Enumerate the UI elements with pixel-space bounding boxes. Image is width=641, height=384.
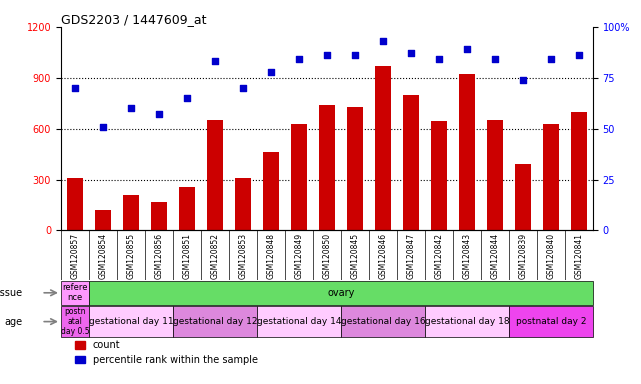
Text: gestational day 12: gestational day 12 (172, 317, 257, 326)
Bar (487, 120, 503, 230)
Point (378, 38, 388, 44)
Bar (571, 112, 587, 230)
Text: GSM120839: GSM120839 (519, 233, 528, 279)
Point (406, 50, 416, 56)
Text: GSM120856: GSM120856 (154, 233, 163, 279)
Text: GSM120846: GSM120846 (378, 233, 387, 279)
Text: gestational day 16: gestational day 16 (340, 317, 425, 326)
Text: age: age (4, 316, 22, 327)
Text: GSM120847: GSM120847 (406, 233, 415, 279)
Point (490, 56, 500, 63)
Bar (207, 120, 222, 230)
Point (462, 46, 472, 52)
FancyBboxPatch shape (89, 281, 593, 305)
Text: GSM120843: GSM120843 (462, 233, 471, 279)
Text: refere
nce: refere nce (62, 283, 88, 303)
Bar (67, 178, 83, 230)
Point (266, 69, 276, 75)
Text: GSM120854: GSM120854 (99, 233, 108, 279)
Point (350, 52, 360, 58)
Point (434, 56, 444, 63)
Text: GSM120848: GSM120848 (267, 233, 276, 279)
FancyBboxPatch shape (61, 306, 89, 337)
Point (98, 124, 108, 130)
Text: GSM120842: GSM120842 (435, 233, 444, 279)
FancyBboxPatch shape (341, 306, 425, 337)
Point (545, 56, 556, 63)
Text: GSM120849: GSM120849 (294, 233, 303, 279)
Bar (347, 107, 363, 230)
Bar (515, 164, 531, 230)
Bar (543, 124, 558, 230)
Text: GSM120850: GSM120850 (322, 233, 331, 279)
Bar (431, 121, 447, 230)
Bar (459, 74, 474, 230)
Text: GSM120840: GSM120840 (546, 233, 555, 279)
Point (574, 52, 584, 58)
Text: tissue: tissue (0, 288, 22, 298)
Bar (403, 95, 419, 230)
Text: gestational day 11: gestational day 11 (88, 317, 173, 326)
Point (210, 58, 220, 65)
FancyBboxPatch shape (257, 306, 341, 337)
Bar (96, 210, 111, 230)
Text: ovary: ovary (327, 288, 354, 298)
Legend: count, percentile rank within the sample: count, percentile rank within the sample (72, 336, 262, 369)
FancyBboxPatch shape (173, 306, 257, 337)
Text: postnatal day 2: postnatal day 2 (515, 317, 586, 326)
Bar (179, 187, 195, 230)
Text: GSM120841: GSM120841 (574, 233, 583, 279)
Bar (375, 66, 390, 230)
Bar (151, 202, 167, 230)
FancyBboxPatch shape (89, 306, 173, 337)
Point (238, 85, 248, 91)
Bar (319, 105, 335, 230)
Text: GDS2203 / 1447609_at: GDS2203 / 1447609_at (61, 13, 206, 26)
Point (182, 95, 192, 101)
Text: GSM120853: GSM120853 (238, 233, 247, 279)
Bar (291, 124, 306, 230)
Text: GSM120844: GSM120844 (490, 233, 499, 279)
Bar (123, 195, 138, 230)
Text: gestational day 14: gestational day 14 (256, 317, 341, 326)
Bar (235, 178, 251, 230)
Text: GSM120845: GSM120845 (351, 233, 360, 279)
Text: GSM120851: GSM120851 (183, 233, 192, 279)
Point (154, 111, 164, 118)
Text: GSM120857: GSM120857 (71, 233, 79, 279)
Point (126, 105, 136, 111)
Text: postn
atal
day 0.5: postn atal day 0.5 (61, 307, 89, 336)
Text: GSM120852: GSM120852 (210, 233, 219, 279)
Point (294, 56, 304, 63)
FancyBboxPatch shape (425, 306, 509, 337)
Point (70, 85, 80, 91)
Point (518, 77, 528, 83)
Point (322, 52, 332, 58)
Bar (263, 152, 279, 230)
FancyBboxPatch shape (61, 281, 89, 305)
FancyBboxPatch shape (509, 306, 593, 337)
Text: GSM120855: GSM120855 (126, 233, 135, 279)
Text: gestational day 18: gestational day 18 (424, 317, 509, 326)
